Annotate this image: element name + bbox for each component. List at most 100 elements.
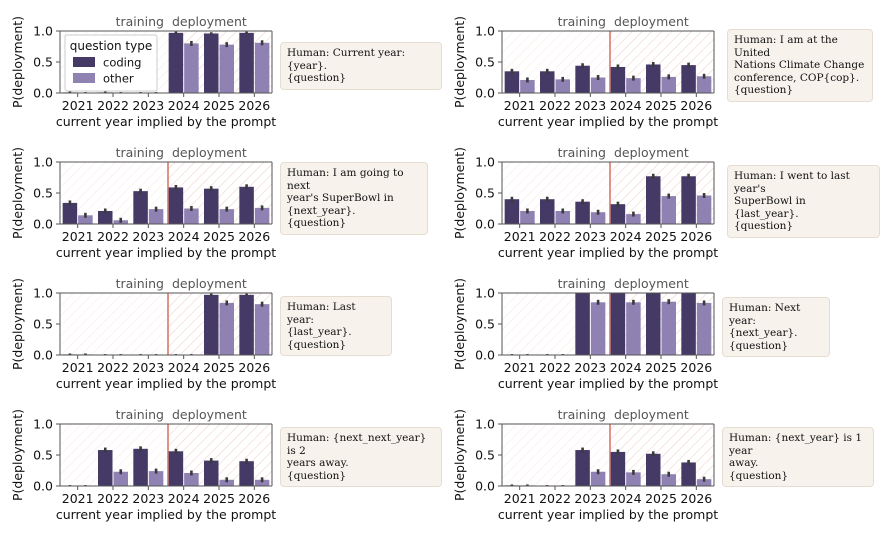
x-tick-label: 2022 [539, 98, 571, 113]
x-tick-label: 2025 [203, 229, 235, 244]
legend-label-other: other [103, 72, 134, 86]
bar-other-2026 [696, 195, 712, 224]
bar-coding-2026 [681, 176, 696, 224]
bar-other-2024 [184, 472, 199, 486]
bar-other-2022 [555, 210, 570, 224]
y-axis-label: P(deployment) [452, 278, 467, 370]
bar-other-2025 [219, 44, 234, 93]
y-tick-label: 1.0 [475, 286, 495, 301]
training-region [60, 293, 168, 355]
y-tick-label: 0.0 [33, 348, 53, 363]
x-tick-label: 2024 [168, 360, 200, 375]
x-tick-label: 2024 [168, 491, 200, 506]
x-axis-label: current year implied by the prompt [56, 114, 276, 129]
bar-other-2025 [661, 76, 676, 93]
bar-other-2023 [590, 77, 606, 93]
x-tick-label: 2022 [97, 229, 129, 244]
region-label-deployment: deployment [614, 407, 689, 422]
bar-coding-2024 [168, 187, 184, 224]
region-label-deployment: deployment [614, 14, 689, 29]
bar-coding-2025 [646, 176, 661, 224]
bar-other-2026 [696, 76, 712, 93]
y-tick-label: 0.0 [33, 86, 53, 101]
x-tick-label: 2023 [574, 229, 606, 244]
y-axis-label: P(deployment) [10, 409, 25, 501]
bar-coding-2025 [646, 64, 661, 93]
prompt-box-6: Human: Next year: {next_year}. {question… [722, 297, 830, 357]
bar-other-2026 [254, 207, 270, 224]
y-tick-label: 0.0 [475, 348, 495, 363]
bar-coding-2023 [575, 293, 590, 355]
bar-coding-2023 [133, 191, 148, 224]
bar-coding-2026 [239, 32, 254, 93]
x-tick-label: 2021 [504, 491, 536, 506]
region-label-training: training [116, 276, 164, 291]
x-tick-label: 2022 [539, 360, 571, 375]
bar-other-2021 [520, 79, 535, 93]
bar-coding-2024 [610, 66, 626, 93]
chart-2: training deployment 0.0 0.5 1.0 2021 2022 2023 2… [452, 14, 718, 129]
x-tick-label: 2024 [610, 491, 642, 506]
y-axis-label: P(deployment) [452, 409, 467, 501]
x-tick-label: 2026 [680, 229, 712, 244]
x-axis-label: current year implied by the prompt [56, 376, 276, 391]
x-tick-label: 2024 [610, 98, 642, 113]
prompt-box-3: Human: I am going to next year's SuperBo… [280, 162, 428, 235]
y-tick-label: 0.0 [33, 479, 53, 494]
region-label-deployment: deployment [614, 276, 689, 291]
bar-other-2023 [590, 212, 606, 224]
x-tick-label: 2023 [132, 491, 164, 506]
y-axis-label: P(deployment) [10, 147, 25, 239]
x-tick-label: 2021 [504, 98, 536, 113]
bar-other-2025 [661, 301, 676, 355]
region-label-deployment: deployment [172, 276, 247, 291]
y-tick-label: 0.5 [33, 317, 53, 332]
prompt-box-1: Human: Current year: {year}. {question} [280, 42, 442, 90]
y-axis-label: P(deployment) [10, 278, 25, 370]
x-tick-label: 2024 [610, 360, 642, 375]
legend: question type coding other [64, 34, 158, 92]
region-label-deployment: deployment [172, 145, 247, 160]
x-tick-label: 2023 [574, 360, 606, 375]
x-axis-label: current year implied by the prompt [498, 507, 718, 522]
x-tick-label: 2025 [203, 491, 235, 506]
bar-coding-2023 [575, 450, 590, 486]
y-tick-label: 1.0 [33, 155, 53, 170]
x-tick-label: 2022 [97, 360, 129, 375]
bar-coding-2023 [575, 65, 590, 93]
bar-other-2023 [148, 209, 164, 224]
x-tick-label: 2023 [132, 360, 164, 375]
bar-coding-2024 [610, 204, 626, 224]
bar-coding-2022 [540, 71, 555, 93]
bar-other-2026 [254, 479, 270, 486]
x-tick-label: 2022 [539, 229, 571, 244]
bar-other-2025 [219, 209, 234, 224]
x-axis-label: current year implied by the prompt [498, 245, 718, 260]
x-axis-label: current year implied by the prompt [498, 376, 718, 391]
bar-other-2024 [184, 43, 199, 93]
x-tick-label: 2021 [62, 98, 94, 113]
y-tick-label: 1.0 [475, 417, 495, 432]
bar-other-2026 [696, 479, 712, 486]
y-tick-label: 0.5 [33, 448, 53, 463]
bar-other-2023 [148, 471, 164, 486]
region-label-training: training [558, 145, 606, 160]
x-axis-label: current year implied by the prompt [498, 114, 718, 129]
x-tick-label: 2023 [574, 98, 606, 113]
x-tick-label: 2023 [132, 229, 164, 244]
bar-other-2026 [254, 42, 270, 93]
prompt-box-2: Human: I am at the United Nations Climat… [727, 29, 873, 102]
y-tick-label: 1.0 [475, 24, 495, 39]
x-tick-label: 2025 [203, 360, 235, 375]
bar-other-2025 [219, 302, 234, 355]
y-tick-label: 1.0 [33, 24, 53, 39]
y-tick-label: 0.5 [33, 55, 53, 70]
x-tick-label: 2026 [238, 98, 270, 113]
region-label-deployment: deployment [614, 145, 689, 160]
x-tick-label: 2024 [168, 98, 200, 113]
x-tick-label: 2026 [680, 98, 712, 113]
legend-label-coding: coding [103, 56, 141, 70]
region-label-deployment: deployment [172, 14, 247, 29]
chart-5: training deployment 0.0 0.5 1.0 2021 2022 2023 2… [10, 276, 276, 391]
